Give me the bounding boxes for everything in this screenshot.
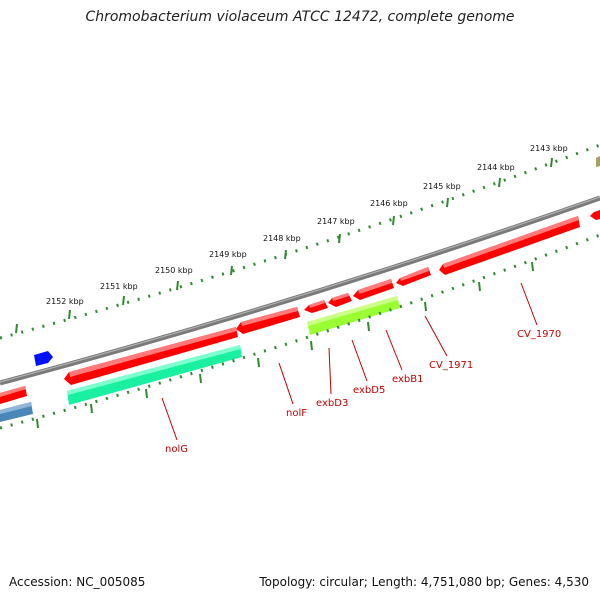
kbp-tick — [478, 281, 481, 292]
kbp-tick — [145, 388, 148, 399]
feature-bar-steel[interactable] — [0, 402, 33, 422]
gene-label-cv1970[interactable]: CV_1970 — [517, 329, 561, 340]
kbp-tick — [310, 340, 313, 351]
kbp-label: 2151 kbp — [100, 282, 138, 291]
gene-leader-lines — [161, 282, 538, 441]
accession-text: Accession: NC_005085 — [9, 575, 146, 589]
leader-line-nolg — [161, 397, 178, 441]
kbp-tick — [68, 309, 71, 320]
lower-tick-track — [0, 233, 600, 430]
kbp-tick — [367, 321, 370, 332]
kbp-tick — [122, 295, 125, 306]
gene-label-exbb1[interactable]: exbB1 — [392, 374, 423, 385]
backbone-highlight — [0, 196, 600, 383]
kbp-label: 2149 kbp — [209, 250, 247, 259]
kbp-tick — [36, 418, 39, 429]
leader-line-nolf — [278, 362, 294, 405]
kbp-label: 2145 kbp — [423, 182, 461, 191]
feature-bar-lime[interactable] — [307, 296, 400, 335]
gene-arrow-right-edge[interactable] — [590, 210, 600, 220]
gene-arrow-exbd3[interactable] — [304, 300, 328, 313]
gene-label-exbd5[interactable]: exbD5 — [353, 385, 385, 396]
genome-backbone — [0, 195, 600, 386]
gene-arrow-left-edge[interactable] — [0, 386, 27, 404]
kbp-tick — [550, 157, 553, 168]
kbp-tick — [284, 249, 287, 260]
genome-summary-text: Topology: circular; Length: 4,751,080 bp… — [259, 575, 589, 589]
kbp-label: 2143 kbp — [530, 144, 568, 153]
kbp-tick — [90, 403, 93, 414]
map-title: Chromobacterium violaceum ATCC 12472, co… — [85, 9, 515, 25]
feature-bar-teal[interactable] — [67, 345, 242, 405]
kbp-tick — [257, 357, 260, 368]
kbp-tick — [424, 301, 427, 312]
kbp-tick — [498, 177, 501, 188]
kbp-tick — [531, 261, 534, 272]
leader-line-exbb1 — [385, 329, 403, 371]
kbp-label: 2150 kbp — [155, 266, 193, 275]
gene-arrow-cv1971[interactable] — [396, 267, 431, 286]
gene-label-exbd3[interactable]: exbD3 — [316, 398, 348, 409]
kbp-tick — [230, 265, 233, 276]
kbp-tick — [176, 280, 179, 291]
gene-arrow-exbb1[interactable] — [353, 279, 394, 300]
gene-label-cv1971[interactable]: CV_1971 — [429, 360, 473, 371]
gene-arrow-nolf[interactable] — [236, 307, 300, 334]
kbp-tick — [446, 197, 449, 208]
leader-line-cv1970 — [520, 282, 538, 326]
gene-arrow-edge-fragment[interactable] — [596, 156, 600, 167]
kbp-label: 2148 kbp — [263, 234, 301, 243]
gene-labels: nolG nolF exbD3 exbD5 exbB1 CV_1971 CV_1… — [165, 329, 561, 455]
kbp-label: 2146 kbp — [370, 199, 408, 208]
upper-tick-track — [0, 143, 600, 340]
gene-arrow-exbd5[interactable] — [328, 293, 352, 307]
gene-arrow-blue[interactable] — [34, 351, 53, 366]
leader-line-cv1971 — [424, 315, 448, 357]
gene-arrow-nolg[interactable] — [64, 327, 238, 385]
leader-line-exbd5 — [351, 339, 368, 382]
kbp-tick — [199, 373, 202, 384]
gene-arrow-cv1970[interactable] — [439, 216, 580, 275]
upper-dotted-scale — [0, 143, 600, 340]
kbp-tick — [392, 215, 395, 226]
kbp-labels: 2143 kbp 2144 kbp 2145 kbp 2146 kbp 2147… — [46, 144, 568, 306]
leader-line-exbd3 — [328, 347, 332, 395]
gene-label-nolf[interactable]: nolF — [286, 408, 307, 419]
kbp-tick — [338, 233, 341, 244]
kbp-label: 2152 kbp — [46, 297, 84, 306]
kbp-label: 2147 kbp — [317, 217, 355, 226]
lower-dotted-scale — [0, 233, 600, 430]
kbp-label: 2144 kbp — [477, 163, 515, 172]
gene-label-nolg[interactable]: nolG — [165, 444, 188, 455]
kbp-tick — [15, 323, 18, 334]
